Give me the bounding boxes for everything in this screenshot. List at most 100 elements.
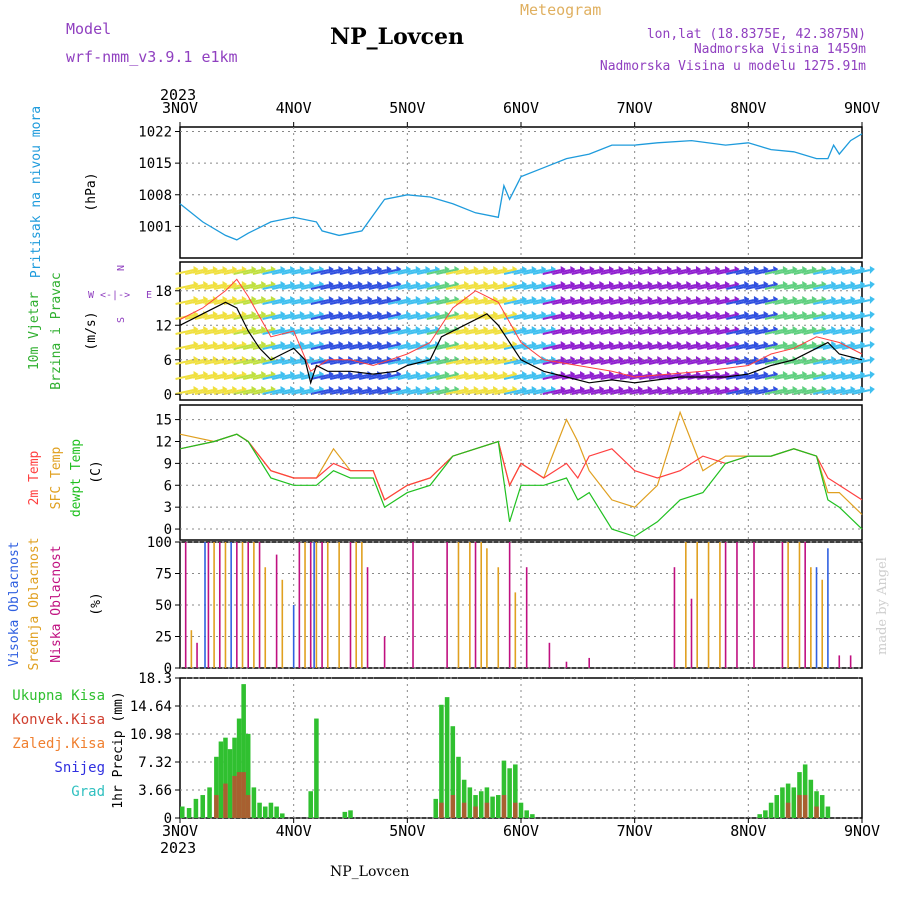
wind-arrow [629,344,648,350]
wind-arrow [716,389,735,395]
dewpoint-line [179,433,863,538]
wind-arrow [503,299,523,305]
wind-arrow [726,299,745,305]
wind-arrow [793,374,813,380]
wind-arrow [668,389,687,395]
wind-arrow [581,344,600,350]
wind-arrow [716,269,735,275]
wind-arrow [513,284,532,290]
wind-arrow [629,314,648,320]
wind-arrow [764,374,784,380]
wind-arrow [465,359,484,365]
wind-arrow [571,344,590,350]
y-tick-label: 75 [155,567,172,583]
precip-legend-item: Konvek.Kisa [12,712,105,728]
wind-arrow [841,374,861,380]
wind-arrow [784,284,803,290]
wind-arrow [523,329,542,335]
wind-arrow [339,389,359,395]
precip-total-bar [461,779,467,818]
precip-total-bar [513,764,518,818]
wind-arrow [523,284,542,290]
wind-arrow [735,269,755,275]
precip-total-bar [280,813,285,818]
wind-arrow [552,329,571,335]
wind-arrow [407,389,426,395]
y-tick-label: 10.98 [130,727,172,743]
wind-arrow [648,389,668,395]
wind-arrow [204,284,223,290]
wind-arrow [735,329,755,335]
precip-total-bar [214,756,219,818]
wind-arrow [474,284,494,290]
precip-total-bar [342,811,348,818]
wind-arrow [291,299,310,305]
wind-arrow [204,329,223,335]
plot-area: 3NOV 3NOV 4NOV 4NOV 5NOV 5NOV 6NOV 6NOV 7NOV 7NOV… [7,99,880,840]
wind-arrow [764,299,784,305]
wind-arrow [658,284,677,290]
wind-arrow [600,269,619,275]
wind-arrow [735,359,755,365]
wind-arrow [561,389,581,395]
wind-arrow [735,374,755,380]
wind-arrow [194,359,214,365]
wind-arrow [513,359,532,365]
wind-arrow [668,269,687,275]
wind-arrow [648,374,668,380]
compass-west: W [88,290,95,301]
wind-arrow [233,284,252,290]
wind-arrow [416,299,436,305]
wind-arrow [726,269,745,275]
wind-arrow [697,269,716,275]
wind-arrow [523,299,542,305]
precip-conv-bar [241,772,246,818]
precip-conv-bar [223,783,228,818]
wind-arrow [735,299,755,305]
wind-arrow [213,359,233,365]
wind-arrow [822,359,842,365]
wind-arrow [677,389,697,395]
wind-arrow [204,269,223,275]
precip-total-bar [780,787,785,818]
wind-arrow [764,269,784,275]
precip-total-bar [507,768,512,818]
cloud-mid-label: Srednja Oblacnost [27,537,42,670]
wind-arrow [445,344,465,350]
precip-total-bar [433,798,439,818]
wind-arrow [677,269,697,275]
wind-arrow [590,359,610,365]
wind-arrow [619,299,639,305]
wind-arrow [426,299,445,305]
wind-arrow [320,389,339,395]
wind-arrow [581,284,600,290]
wind-arrow [310,344,330,350]
wind-arrow [658,329,677,335]
wind-arrow [242,329,262,335]
y-tick-label: 0 [164,522,172,538]
wind-arrow [851,314,871,320]
wind-arrow [320,344,339,350]
wind-arrow [436,314,455,320]
wind-arrow [503,329,523,335]
wind-arrow [745,269,764,275]
wind-arrow [841,269,861,275]
wind-arrow [542,344,561,350]
wind-arrow [204,374,223,380]
precip-total-bar [768,802,774,818]
wind-arrow [784,299,803,305]
wind-arrow [262,389,281,395]
wind-arrow [320,374,339,380]
wind-arrow [755,374,774,380]
wind-arrow [358,299,378,305]
wind-arrow [378,359,397,365]
wind-arrow [329,359,349,365]
wind-arrow [358,359,378,365]
wind-arrow [445,314,465,320]
wind-arrow [774,284,793,290]
wind-arrow [581,269,600,275]
wind-arrow [436,329,455,335]
wind-arrow [706,389,726,395]
wind-arrow [436,359,455,365]
wind-arrow [784,329,803,335]
